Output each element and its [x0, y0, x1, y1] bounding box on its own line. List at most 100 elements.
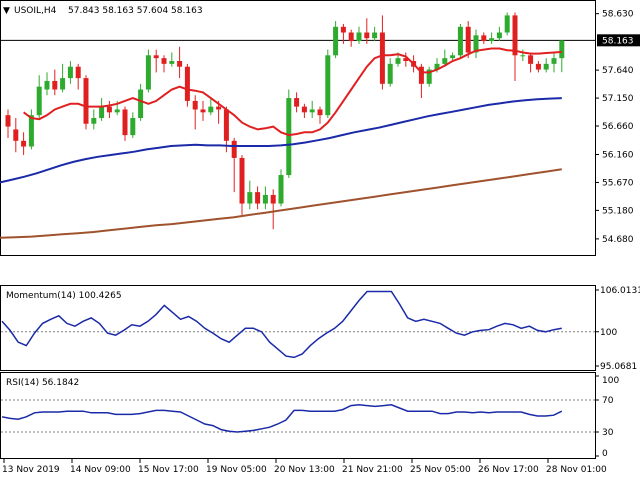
time-tick-label: 21 Nov 21:00 [342, 465, 403, 475]
candle [255, 186, 261, 210]
time-tick-label: 15 Nov 17:00 [138, 465, 199, 475]
candle [457, 23, 463, 59]
candle [278, 169, 284, 207]
candle [379, 15, 385, 90]
candle [387, 58, 393, 87]
candle [153, 49, 159, 73]
candle [200, 100, 206, 121]
rsi-tick-label: 30 [602, 428, 614, 438]
candle [184, 63, 190, 107]
momentum-title: Momentum(14) 100.4265 [6, 291, 122, 301]
candle [333, 21, 339, 59]
candle [247, 180, 253, 210]
time-tick-label: 28 Nov 01:00 [546, 465, 607, 475]
candle [239, 155, 245, 215]
candle [418, 63, 424, 99]
candle [5, 109, 11, 138]
momentum-panel-frame [0, 285, 596, 371]
candle [67, 61, 73, 84]
candle [504, 12, 510, 36]
rsi-title: RSI(14) 56.1842 [6, 378, 79, 388]
price-tick-label: 58.163 [602, 36, 634, 46]
candle [528, 52, 534, 73]
time-tick-label: 26 Nov 17:00 [478, 465, 539, 475]
candle [301, 103, 307, 119]
rsi-plot [1, 399, 595, 433]
candle [99, 98, 105, 121]
candle [130, 112, 136, 138]
price-tick-label: 55.180 [602, 206, 634, 216]
momentum-tick-label: 95.0681 [600, 362, 637, 372]
candle [52, 69, 58, 96]
candle [231, 137, 237, 193]
candle [36, 75, 42, 119]
price-tick-label: 56.660 [602, 122, 634, 132]
price-tick-label: 58.630 [602, 10, 634, 20]
candle [426, 66, 432, 87]
candle [356, 26, 362, 44]
ohlc-values: 57.843 58.163 57.604 58.163 [68, 6, 203, 16]
current-price-badge [597, 34, 640, 47]
candle [223, 106, 229, 153]
candle [169, 52, 175, 67]
sma-mid-line [0, 97, 562, 184]
candle [286, 89, 292, 178]
candle [262, 186, 268, 210]
momentum-plot [1, 290, 595, 359]
candle [28, 109, 34, 150]
candle [348, 29, 354, 47]
time-tick-label: 20 Nov 13:00 [274, 465, 335, 475]
price-tick-label: 57.640 [602, 66, 634, 76]
candle [44, 72, 50, 96]
main-panel-frame [0, 0, 596, 256]
candle [496, 26, 502, 42]
rsi-tick-label: 0 [602, 449, 608, 459]
momentum-tick-label: 106.0131 [600, 286, 640, 296]
candle [208, 98, 214, 116]
price-tick-label: 57.150 [602, 94, 634, 104]
candle [481, 32, 487, 44]
rsi-tick-label: 70 [602, 396, 614, 406]
candle [91, 109, 97, 130]
candle [106, 100, 112, 119]
candle [161, 55, 167, 73]
candle [83, 75, 89, 130]
candle [192, 95, 198, 130]
candle [60, 63, 66, 93]
candle [473, 29, 479, 59]
candle [145, 49, 151, 93]
candle [543, 58, 549, 73]
candle [309, 100, 315, 119]
price-tick-label: 54.680 [602, 235, 634, 245]
sma-slow-line [0, 168, 562, 239]
candle [122, 106, 128, 141]
candle [13, 118, 19, 153]
candlestick-plot [0, 12, 595, 239]
candle [535, 61, 541, 73]
candle [75, 63, 81, 90]
candle [270, 189, 276, 230]
candle [372, 26, 378, 42]
candle [340, 23, 346, 44]
candle [450, 52, 456, 62]
rsi-tick-label: 100 [602, 376, 619, 386]
candle [21, 132, 27, 156]
candle [325, 49, 331, 119]
candle [559, 40, 565, 73]
candle [489, 32, 495, 44]
candle [294, 92, 300, 113]
rsi-line [1, 404, 563, 433]
candle [512, 12, 518, 81]
price-tick-label: 55.670 [602, 178, 634, 188]
axes: 58.630 58.163 57.640 57.150 56.660 56.160 55.6… [2, 10, 640, 475]
candle [465, 21, 471, 59]
time-tick-label: 13 Nov 2019 [2, 465, 60, 475]
collapse-arrow-icon[interactable]: ▼ [3, 6, 10, 16]
time-tick-label: 19 Nov 05:00 [206, 465, 267, 475]
price-tick-label: 56.160 [602, 151, 634, 161]
time-tick-label: 25 Nov 05:00 [410, 465, 471, 475]
candle [403, 52, 409, 67]
candle [551, 52, 557, 73]
candle [364, 18, 370, 44]
